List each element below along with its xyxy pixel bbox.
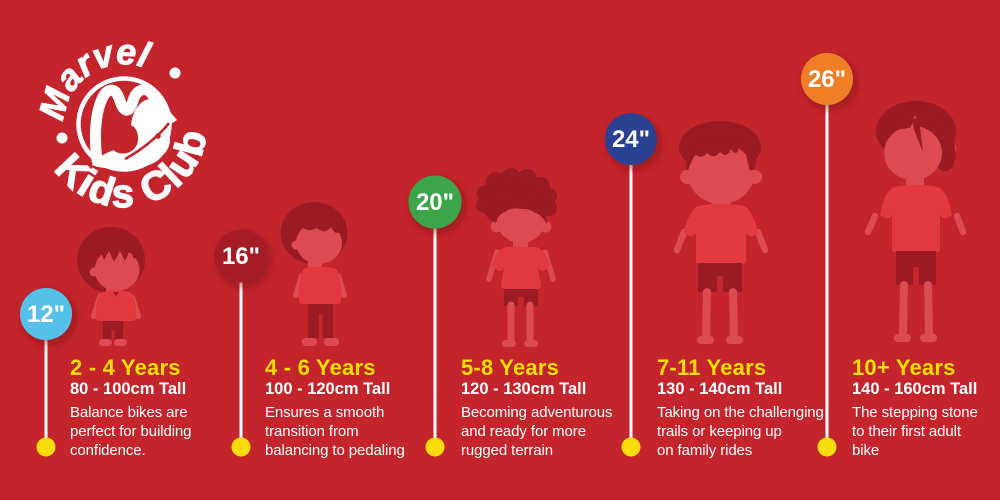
svg-text:26": 26" [808,66,846,93]
svg-text:20": 20" [416,189,454,216]
svg-text:16": 16" [222,243,260,270]
svg-text:12": 12" [27,301,65,328]
svg-text:24": 24" [612,126,650,153]
